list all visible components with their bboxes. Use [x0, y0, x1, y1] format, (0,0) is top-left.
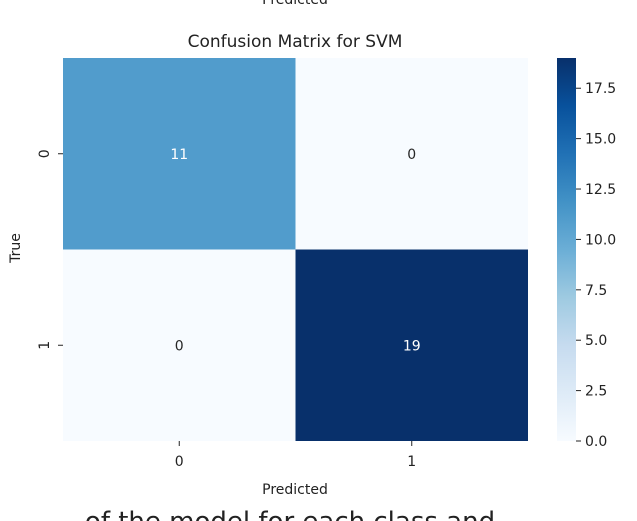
cell-value-0-1: 0 [407, 147, 416, 163]
colorbar-tick-label-6: 15.0 [585, 132, 616, 148]
heatmap-cell-0-1 [295, 58, 528, 250]
x-tick-label-0: 0 [175, 454, 184, 470]
y-axis-label: True [8, 233, 24, 264]
colorbar-tick-label-2: 5.0 [585, 333, 607, 349]
heatmap-cells [63, 58, 528, 441]
y-tick-label-1: 1 [37, 341, 53, 350]
colorbar-tick-label-7: 17.5 [585, 81, 616, 97]
top-cropped-label: Predicted [262, 0, 328, 8]
heatmap-cell-1-0 [63, 249, 296, 441]
colorbar [557, 58, 576, 441]
cell-value-1-0: 0 [175, 338, 184, 354]
colorbar-tick-label-3: 7.5 [585, 283, 607, 299]
colorbar-ticks: 0.0 2.5 5.0 7.5 10.0 12.5 15.0 17.5 [576, 81, 616, 450]
colorbar-tick-label-1: 2.5 [585, 384, 607, 400]
heatmap-cell-1-1 [295, 249, 528, 441]
chart-title: Confusion Matrix for SVM [188, 32, 403, 52]
bottom-cropped-text: of the model for each class and [85, 507, 495, 521]
x-tick-label-1: 1 [407, 454, 416, 470]
y-axis-ticks: 01 [37, 149, 63, 350]
heatmap-cell-0-0 [63, 58, 296, 250]
colorbar-tick-label-0: 0.0 [585, 434, 607, 450]
cell-value-1-1: 19 [403, 338, 421, 354]
colorbar-tick-label-4: 10.0 [585, 232, 616, 248]
cell-value-0-0: 11 [170, 147, 188, 163]
y-tick-label-0: 0 [37, 149, 53, 158]
cell-annotations: 11 0 0 19 [170, 147, 420, 355]
colorbar-tick-label-5: 12.5 [585, 182, 616, 198]
x-axis-label: Predicted [262, 482, 328, 498]
